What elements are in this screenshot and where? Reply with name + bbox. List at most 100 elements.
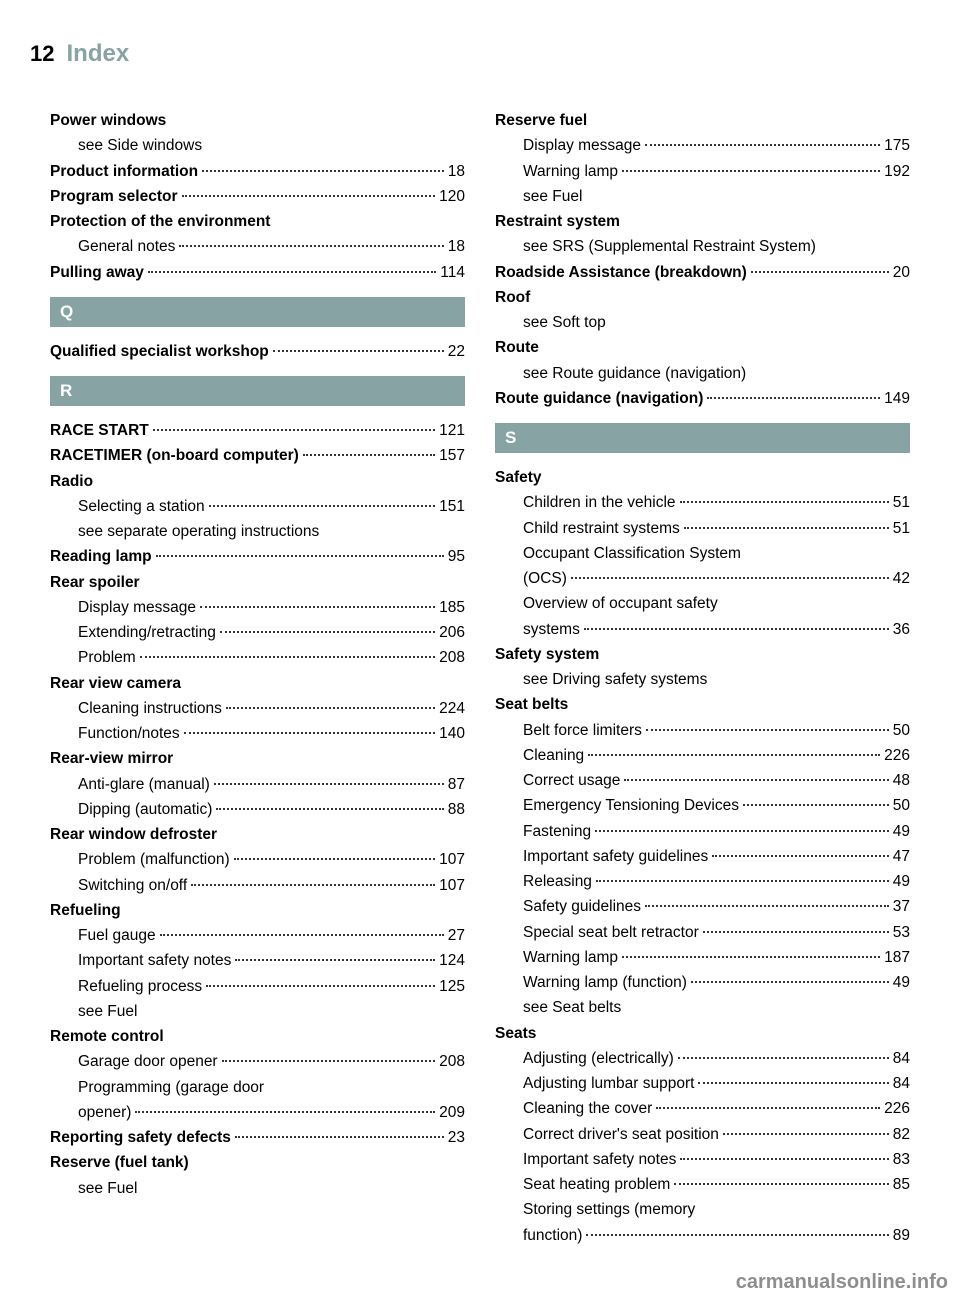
subentry-label: Important safety notes [523,1148,676,1171]
subitem-label: see separate operating instructions [78,520,319,543]
leader-dots [645,144,880,146]
heading-label: Reserve fuel [495,109,587,132]
index-heading: Rear view camera [50,671,465,696]
index-subentry: Warning lamp192 [495,159,910,184]
index-heading: Seat belts [495,692,910,717]
subentry-page: 53 [893,921,910,944]
subentry-label: Anti-glare (manual) [78,773,210,796]
index-subentry: General notes18 [50,234,465,259]
index-subentry: Children in the vehicle51 [495,490,910,515]
index-subitem: see Seat belts [495,995,910,1020]
subentry-label-cont: function) [523,1224,582,1247]
subentry-label: Important safety notes [78,949,231,972]
heading-label: Rear view camera [50,672,181,695]
entry-label: Reporting safety defects [50,1126,231,1149]
leader-dots [216,808,443,810]
subentry-page: 140 [439,722,465,745]
leader-dots [200,606,435,608]
entry-page: 121 [439,419,465,442]
right-column: Reserve fuelDisplay message175Warning la… [495,108,910,1248]
leader-dots [723,1133,889,1135]
subentry-page: 226 [884,744,910,767]
subentry-label: Selecting a station [78,495,205,518]
subitem-label: see SRS (Supplemental Restraint System) [523,235,816,258]
subitem-label: see Side windows [78,134,202,157]
leader-dots [680,501,889,503]
index-subentry: Switching on/off107 [50,873,465,898]
leader-dots [751,271,889,273]
subentry-label: Belt force limiters [523,719,642,742]
subentry-page: 226 [884,1097,910,1120]
heading-label: Seats [495,1022,536,1045]
subentry-label: Function/notes [78,722,180,745]
subentry-page: 42 [893,567,910,590]
leader-dots [622,956,880,958]
entry-label: Pulling away [50,261,144,284]
index-entry: Route guidance (navigation)149 [495,386,910,411]
entry-label: Program selector [50,185,178,208]
index-subentry: Fastening49 [495,819,910,844]
index-subentry: Special seat belt retractor53 [495,920,910,945]
index-heading: Roof [495,285,910,310]
subentry-label: Problem [78,646,136,669]
leader-dots [646,729,889,731]
index-heading: Rear spoiler [50,570,465,595]
subentry-label: Cleaning the cover [523,1097,652,1120]
heading-label: Route [495,336,539,359]
heading-label: Roof [495,286,530,309]
columns: Power windowssee Side windowsProduct inf… [50,108,910,1248]
subitem-label: see Driving safety systems [523,668,707,691]
index-entry: Program selector120 [50,184,465,209]
index-subentry: Cleaning instructions224 [50,696,465,721]
leader-dots [624,779,888,781]
subentry-label: Warning lamp [523,160,618,183]
leader-dots [703,931,889,933]
index-subentry: Garage door opener208 [50,1049,465,1074]
heading-label: Power windows [50,109,166,132]
index-subentry: Display message175 [495,133,910,158]
index-entry: Reading lamp95 [50,544,465,569]
leader-dots [680,1158,888,1160]
index-subentry: Belt force limiters 50 [495,718,910,743]
subentry-label: Correct driver's seat position [523,1123,719,1146]
subentry-label-cont: opener) [78,1101,131,1124]
subentry-label-cont: systems [523,618,580,641]
index-subentry: Refueling process125 [50,974,465,999]
leader-dots [153,429,435,431]
entry-label: Reading lamp [50,545,152,568]
leader-dots [222,1060,436,1062]
subentry-page: 18 [448,235,465,258]
letter-header: Q [50,297,465,327]
index-subentry: Selecting a station151 [50,494,465,519]
subentry-page: 209 [439,1101,465,1124]
index-heading: Route [495,335,910,360]
index-heading: Remote control [50,1024,465,1049]
subentry-page: 89 [893,1224,910,1247]
subentry-page: 50 [893,719,910,742]
leader-dots [712,855,889,857]
subentry-page: 49 [893,971,910,994]
subentry-page: 107 [439,874,465,897]
subentry-label: Adjusting lumbar support [523,1072,694,1095]
index-heading: Radio [50,469,465,494]
index-subitem: see Driving safety systems [495,667,910,692]
entry-page: 23 [448,1126,465,1149]
subentry-label: Correct usage [523,769,620,792]
leader-dots [206,985,435,987]
subentry-label: Extending/retracting [78,621,216,644]
subentry-page: 84 [893,1072,910,1095]
leader-dots [209,505,435,507]
index-heading: Power windows [50,108,465,133]
subentry-page: 50 [893,794,910,817]
subentry-label: Fastening [523,820,591,843]
index-entry: Roadside Assistance (breakdown)20 [495,260,910,285]
index-subentry: Seat heating problem85 [495,1172,910,1197]
subentry-label: Fuel gauge [78,924,156,947]
index-subentry: Dipping (automatic)88 [50,797,465,822]
subentry-label: Important safety guidelines [523,845,708,868]
index-subentry: Cleaning226 [495,743,910,768]
index-subentry: Safety guidelines37 [495,894,910,919]
leader-dots [226,707,435,709]
subentry-page: 206 [439,621,465,644]
leader-dots [179,245,443,247]
